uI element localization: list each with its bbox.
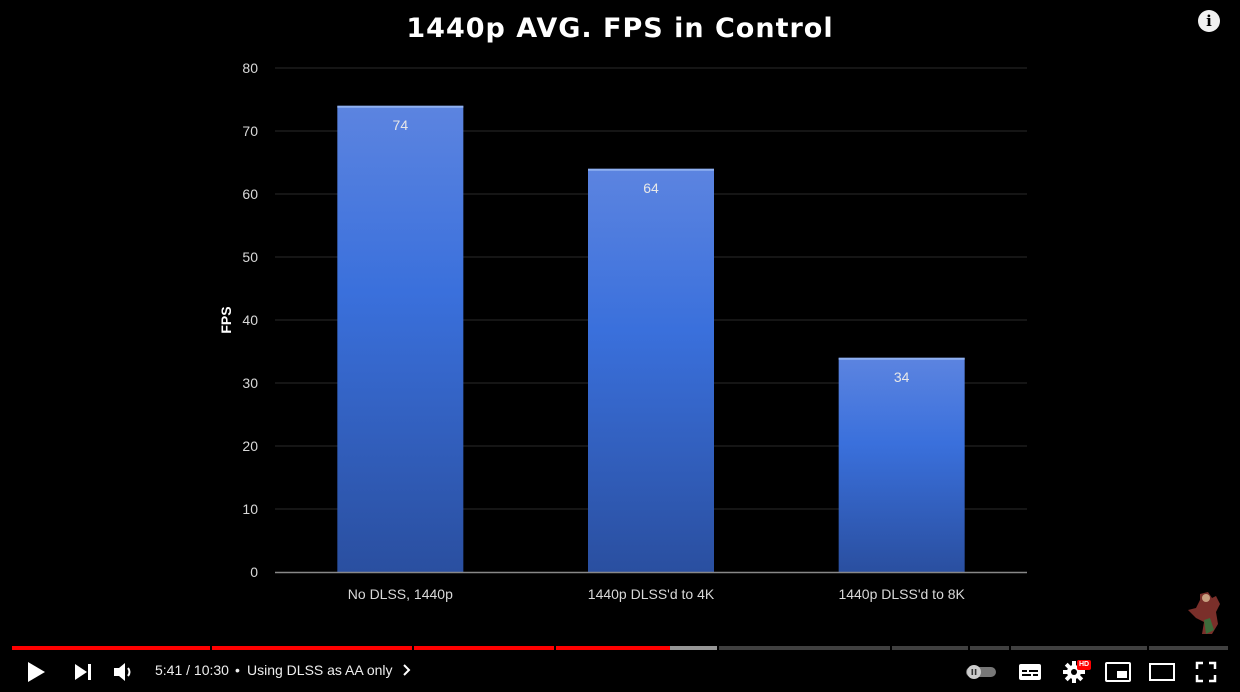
played-fill <box>556 646 671 650</box>
subtitles-icon <box>1019 664 1041 680</box>
y-tick-label: 80 <box>242 60 258 76</box>
played-fill <box>414 646 555 650</box>
bar-chart: 1440p AVG. FPS in Control FPS 0 10 20 30 40 5… <box>218 13 1027 602</box>
mute-button[interactable] <box>110 658 138 686</box>
chapter-segment[interactable] <box>1011 646 1147 650</box>
fullscreen-button[interactable] <box>1192 658 1220 686</box>
skip-next-icon <box>75 664 91 680</box>
chapter-button[interactable]: Using DLSS as AA only <box>247 662 412 678</box>
chapter-segment[interactable] <box>891 646 968 650</box>
settings-button[interactable]: HD <box>1060 658 1092 686</box>
bar <box>588 168 714 573</box>
chapter-segment[interactable] <box>212 646 413 650</box>
chapter-segment[interactable] <box>969 646 1010 650</box>
chapter-segment[interactable] <box>719 646 890 650</box>
bullet-dot: • <box>234 662 240 678</box>
data-label: 64 <box>643 180 659 196</box>
chapter-segment[interactable] <box>556 646 718 650</box>
duration: 10:30 <box>193 662 229 678</box>
progress-bar[interactable] <box>12 646 1228 650</box>
channel-avatar[interactable] <box>1186 590 1224 636</box>
theater-mode-icon <box>1149 663 1175 681</box>
x-tick-label: 1440p DLSS'd to 8K <box>838 586 965 602</box>
y-tick-label: 10 <box>242 501 258 517</box>
chapter-title: Using DLSS as AA only <box>247 662 393 678</box>
theater-mode-button[interactable] <box>1148 658 1176 686</box>
chevron-right-icon <box>403 664 411 676</box>
miniplayer-icon <box>1105 662 1131 682</box>
hd-badge: HD <box>1077 660 1092 670</box>
chapter-segment[interactable] <box>1148 646 1228 650</box>
y-tick-label: 40 <box>242 312 258 328</box>
fullscreen-icon <box>1195 661 1217 683</box>
played-fill <box>12 646 211 650</box>
time-separator: / <box>182 662 194 678</box>
data-label: 34 <box>894 369 910 385</box>
info-icon[interactable]: i <box>1198 10 1220 32</box>
volume-icon <box>114 663 131 681</box>
x-tick-label: 1440p DLSS'd to 4K <box>588 586 715 602</box>
bar <box>337 105 464 573</box>
autoplay-toggle-icon <box>966 665 996 679</box>
bar <box>838 357 965 572</box>
y-tick-label: 0 <box>250 564 258 580</box>
y-tick-label: 20 <box>242 438 258 454</box>
y-axis-label: FPS <box>218 306 234 333</box>
next-button[interactable] <box>69 658 97 686</box>
y-tick-label: 70 <box>242 123 258 139</box>
data-label: 74 <box>393 117 409 133</box>
y-tick-label: 50 <box>242 249 258 265</box>
played-fill <box>212 646 413 650</box>
chapter-segment[interactable] <box>414 646 555 650</box>
video-player[interactable]: 1440p AVG. FPS in Control FPS 0 10 20 30 40 5… <box>0 0 1240 640</box>
play-icon <box>28 662 45 682</box>
miniplayer-button[interactable] <box>1104 658 1132 686</box>
autoplay-toggle[interactable] <box>964 658 998 686</box>
y-tick-label: 60 <box>242 186 258 202</box>
chapter-segment[interactable] <box>12 646 211 650</box>
time-display: 5:41 / 10:30 • <box>155 662 246 678</box>
play-button[interactable] <box>22 658 50 686</box>
current-time: 5:41 <box>155 662 183 678</box>
subtitles-button[interactable] <box>1016 658 1044 686</box>
player-controls: 5:41 / 10:30 • Using DLSS as AA only HD <box>0 652 1240 692</box>
x-tick-label: No DLSS, 1440p <box>348 586 453 602</box>
chart-title: 1440p AVG. FPS in Control <box>406 13 833 44</box>
y-tick-label: 30 <box>242 375 258 391</box>
